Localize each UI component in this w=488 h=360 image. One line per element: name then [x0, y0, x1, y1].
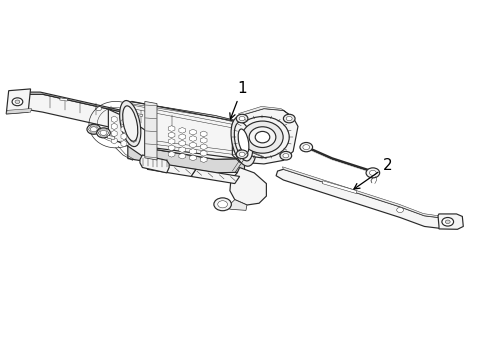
Circle shape	[299, 143, 312, 152]
Ellipse shape	[255, 131, 269, 143]
Polygon shape	[168, 152, 175, 157]
Polygon shape	[121, 119, 126, 125]
Polygon shape	[127, 102, 244, 125]
Polygon shape	[144, 102, 157, 160]
Polygon shape	[189, 149, 196, 154]
Polygon shape	[189, 129, 196, 135]
Polygon shape	[215, 200, 246, 210]
Circle shape	[97, 128, 110, 138]
Ellipse shape	[235, 117, 288, 158]
Polygon shape	[15, 94, 196, 144]
Polygon shape	[121, 133, 126, 140]
Polygon shape	[179, 147, 185, 153]
Polygon shape	[232, 109, 297, 164]
Polygon shape	[200, 131, 206, 137]
Polygon shape	[127, 102, 244, 159]
Polygon shape	[189, 136, 196, 141]
Polygon shape	[191, 169, 239, 184]
Polygon shape	[14, 92, 26, 109]
Circle shape	[239, 152, 244, 157]
Circle shape	[369, 170, 375, 175]
Ellipse shape	[230, 117, 256, 166]
Polygon shape	[179, 140, 185, 146]
Polygon shape	[229, 167, 266, 205]
Text: 1: 1	[229, 81, 246, 119]
Polygon shape	[60, 98, 67, 101]
Polygon shape	[111, 123, 117, 130]
Polygon shape	[111, 130, 117, 137]
Polygon shape	[130, 122, 136, 128]
Polygon shape	[147, 162, 196, 176]
Circle shape	[90, 127, 97, 132]
Polygon shape	[200, 138, 206, 143]
Polygon shape	[168, 132, 175, 138]
Ellipse shape	[242, 121, 283, 153]
Circle shape	[280, 152, 291, 160]
Polygon shape	[26, 92, 196, 133]
Polygon shape	[140, 155, 169, 173]
Polygon shape	[127, 145, 244, 173]
Polygon shape	[6, 89, 30, 114]
Polygon shape	[282, 167, 438, 217]
Polygon shape	[121, 140, 126, 147]
Polygon shape	[200, 144, 206, 150]
Ellipse shape	[122, 106, 138, 141]
Circle shape	[441, 217, 453, 226]
Polygon shape	[322, 181, 356, 194]
Ellipse shape	[120, 100, 141, 147]
Circle shape	[213, 198, 231, 211]
Polygon shape	[107, 135, 115, 140]
Polygon shape	[238, 107, 292, 117]
Circle shape	[100, 130, 107, 135]
Polygon shape	[111, 116, 117, 122]
Polygon shape	[179, 153, 185, 159]
Polygon shape	[130, 129, 136, 135]
Circle shape	[239, 116, 244, 121]
Polygon shape	[108, 109, 144, 158]
Polygon shape	[127, 112, 142, 116]
Circle shape	[286, 116, 291, 121]
Polygon shape	[168, 126, 175, 131]
Circle shape	[96, 107, 102, 111]
Polygon shape	[200, 157, 206, 162]
Polygon shape	[189, 142, 196, 148]
Polygon shape	[6, 109, 31, 114]
Circle shape	[283, 154, 288, 158]
Circle shape	[302, 145, 309, 150]
Circle shape	[15, 100, 20, 104]
Circle shape	[12, 98, 23, 106]
Circle shape	[236, 150, 247, 158]
Polygon shape	[121, 126, 126, 132]
Ellipse shape	[248, 127, 275, 148]
Ellipse shape	[234, 122, 252, 161]
Circle shape	[283, 114, 294, 123]
Polygon shape	[189, 155, 196, 161]
Polygon shape	[111, 138, 117, 144]
Circle shape	[217, 201, 227, 208]
Circle shape	[236, 114, 247, 123]
Text: 2: 2	[353, 158, 392, 189]
Polygon shape	[200, 150, 206, 156]
Polygon shape	[179, 134, 185, 140]
Circle shape	[87, 124, 101, 134]
Polygon shape	[168, 145, 175, 151]
Ellipse shape	[238, 129, 248, 154]
Polygon shape	[168, 139, 175, 144]
Polygon shape	[276, 169, 448, 228]
Polygon shape	[437, 214, 462, 229]
Circle shape	[445, 220, 449, 224]
Polygon shape	[179, 127, 185, 133]
Circle shape	[366, 168, 379, 178]
Polygon shape	[130, 136, 136, 143]
Circle shape	[396, 207, 403, 212]
